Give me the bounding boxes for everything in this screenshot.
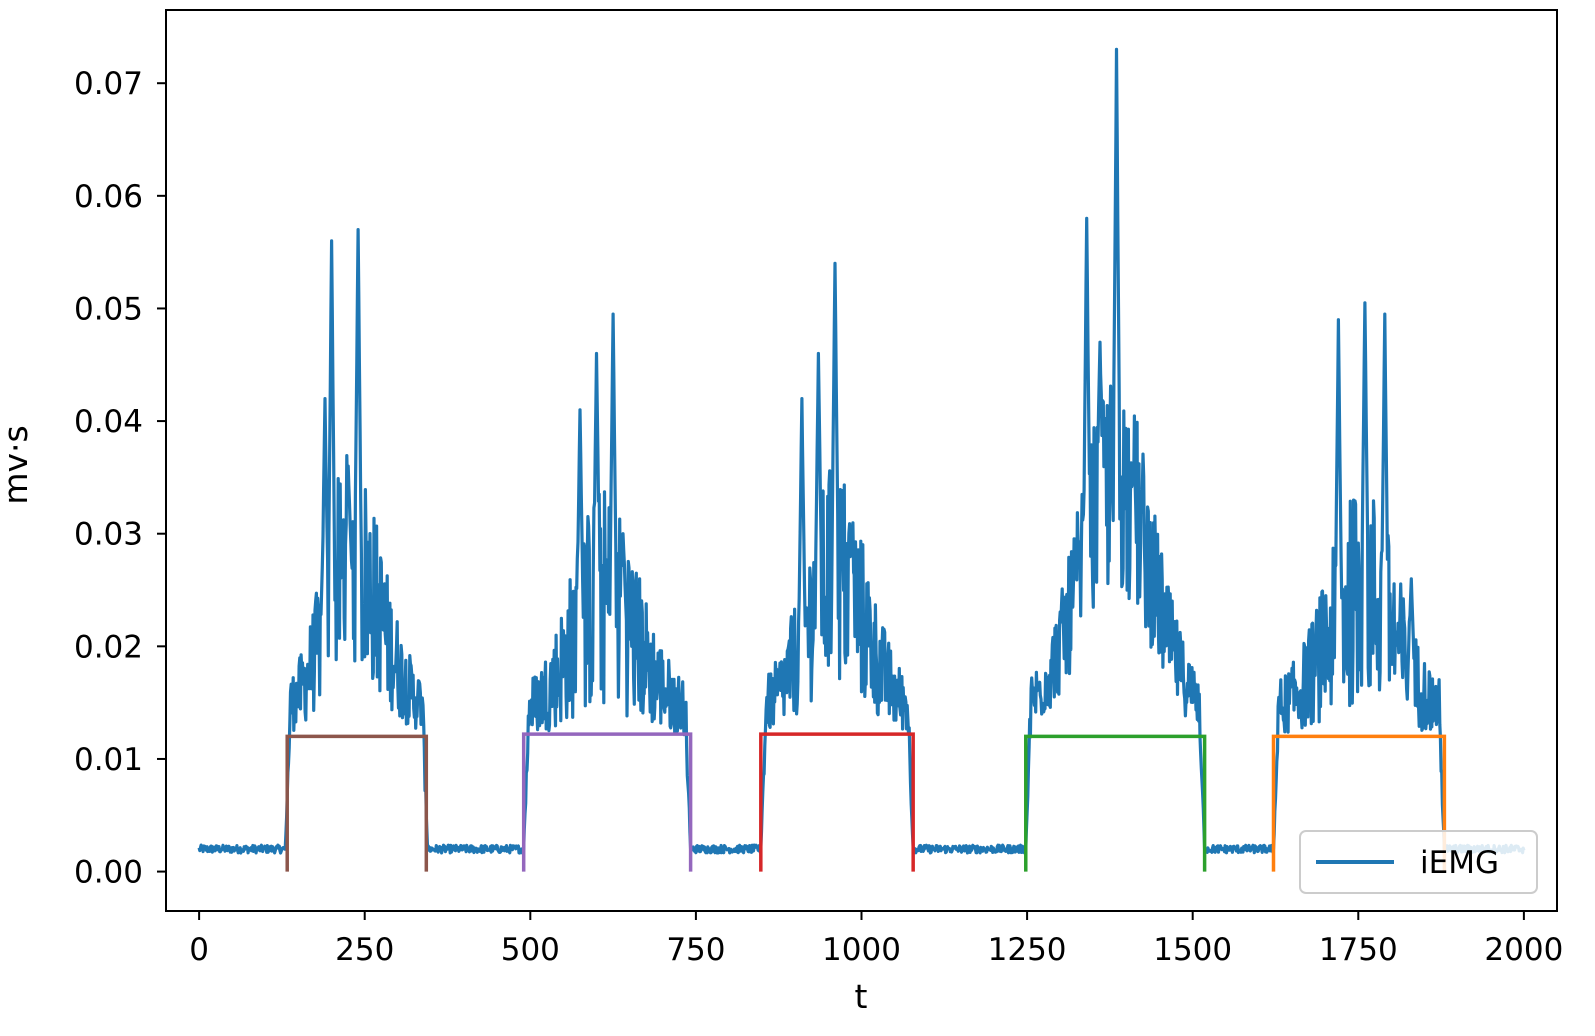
x-axis-label: t bbox=[855, 977, 868, 1016]
y-axis-ticks: 0.00 0.01 0.02 0.03 0.04 0.05 0.06 0.07 bbox=[74, 66, 166, 891]
series-line-iemg bbox=[197, 47, 1526, 855]
activity-window-1 bbox=[285, 734, 429, 872]
activity-window-5 bbox=[1271, 734, 1447, 872]
y-tick-label: 0.00 bbox=[74, 855, 143, 891]
y-axis-label: mv·s bbox=[0, 425, 35, 504]
y-tick-label: 0.06 bbox=[74, 179, 143, 215]
x-tick-label: 500 bbox=[501, 932, 560, 968]
legend-box bbox=[1299, 830, 1538, 894]
x-tick-label: 750 bbox=[666, 932, 725, 968]
x-tick-label: 250 bbox=[335, 932, 394, 968]
y-tick-label: 0.02 bbox=[74, 629, 143, 665]
x-tick-label: 0 bbox=[189, 932, 209, 968]
y-tick-label: 0.05 bbox=[74, 291, 143, 327]
legend: iEMG bbox=[1299, 830, 1538, 894]
x-tick-label: 1500 bbox=[1153, 932, 1232, 968]
x-tick-label: 1750 bbox=[1319, 932, 1398, 968]
x-tick-label: 1250 bbox=[988, 932, 1067, 968]
series-layer bbox=[197, 47, 1526, 872]
legend-label-iemg: iEMG bbox=[1420, 845, 1499, 881]
y-tick-label: 0.01 bbox=[74, 742, 143, 778]
activity-window-2 bbox=[521, 732, 693, 872]
y-tick-label: 0.07 bbox=[74, 66, 143, 102]
activity-window-3 bbox=[759, 732, 915, 872]
y-tick-label: 0.03 bbox=[74, 517, 143, 553]
y-tick-label: 0.04 bbox=[74, 404, 143, 440]
x-tick-label: 2000 bbox=[1484, 932, 1563, 968]
x-tick-label: 1000 bbox=[822, 932, 901, 968]
x-axis-ticks: 0 250 500 750 1000 1250 1500 1750 2000 bbox=[189, 911, 1563, 968]
activity-window-4 bbox=[1024, 734, 1207, 872]
